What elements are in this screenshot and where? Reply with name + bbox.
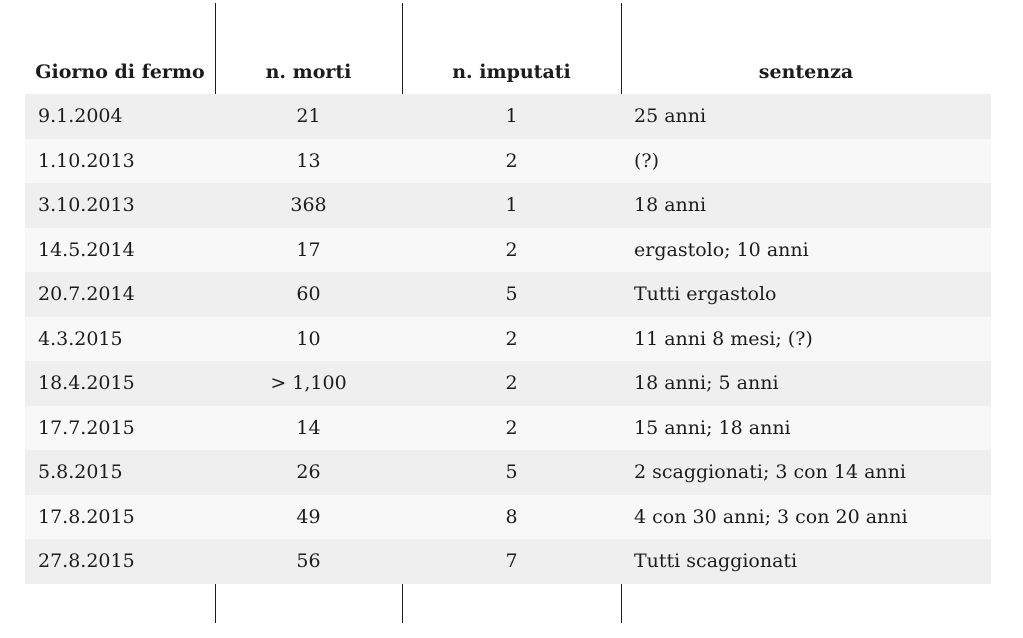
cell-n-imputati: 1	[505, 194, 518, 217]
cell-sentenza: 4 con 30 anni; 3 con 20 anni	[634, 505, 908, 528]
cell-n-imputati: 2	[505, 238, 518, 261]
cell-sentenza: 11 anni 8 mesi; (?)	[634, 327, 813, 350]
table-header-row: Giorno di fermo n. morti n. imputati sen…	[25, 50, 991, 94]
cell-giorno-di-fermo: 9.1.2004	[38, 105, 123, 128]
cell-n-morti: 368	[290, 194, 327, 217]
table-row: 17.7.2015 14 2 15 anni; 18 anni	[25, 405, 991, 450]
column-header-sentenza: sentenza	[758, 61, 854, 83]
cell-n-imputati: 5	[505, 283, 518, 306]
cell-sentenza: ergastolo; 10 anni	[634, 238, 809, 261]
cell-sentenza: Tutti ergastolo	[634, 283, 777, 306]
table-row: 1.10.2013 13 2 (?)	[25, 138, 991, 183]
cell-giorno-di-fermo: 27.8.2015	[38, 550, 135, 573]
cell-n-morti: > 1,100	[270, 372, 347, 395]
table-row: 3.10.2013 368 1 18 anni	[25, 183, 991, 228]
table-row: 9.1.2004 21 1 25 anni	[25, 94, 991, 139]
cell-n-morti: 17	[296, 238, 321, 261]
cell-n-morti: 10	[296, 327, 321, 350]
cell-n-imputati: 5	[505, 461, 518, 484]
cell-giorno-di-fermo: 17.8.2015	[38, 505, 135, 528]
cell-giorno-di-fermo: 17.7.2015	[38, 416, 135, 439]
cell-sentenza: Tutti scaggionati	[634, 550, 798, 573]
cell-n-morti: 49	[296, 505, 321, 528]
column-header-n-morti: n. morti	[265, 61, 352, 83]
table-row: 5.8.2015 26 5 2 scaggionati; 3 con 14 an…	[25, 450, 991, 495]
table-body: 9.1.2004 21 1 25 anni 1.10.2013 13 2 (?)…	[25, 94, 991, 584]
cell-n-imputati: 8	[505, 505, 518, 528]
cell-sentenza: 18 anni; 5 anni	[634, 372, 779, 395]
cell-n-morti: 56	[296, 550, 321, 573]
table-row: 17.8.2015 49 8 4 con 30 anni; 3 con 20 a…	[25, 494, 991, 539]
table-row: 27.8.2015 56 7 Tutti scaggionati	[25, 539, 991, 584]
cell-n-morti: 14	[296, 416, 321, 439]
cell-giorno-di-fermo: 20.7.2014	[38, 283, 135, 306]
cell-sentenza: 15 anni; 18 anni	[634, 416, 791, 439]
cell-n-morti: 13	[296, 149, 321, 172]
cell-sentenza: 18 anni	[634, 194, 707, 217]
cell-sentenza: (?)	[634, 149, 660, 172]
cell-n-morti: 21	[296, 105, 321, 128]
column-header-n-imputati: n. imputati	[452, 61, 571, 83]
cell-giorno-di-fermo: 5.8.2015	[38, 461, 123, 484]
cell-n-morti: 26	[296, 461, 321, 484]
cell-n-morti: 60	[296, 283, 321, 306]
cell-n-imputati: 1	[505, 105, 518, 128]
cell-sentenza: 25 anni	[634, 105, 707, 128]
table-row: 14.5.2014 17 2 ergastolo; 10 anni	[25, 227, 991, 272]
table-row: 18.4.2015 > 1,100 2 18 anni; 5 anni	[25, 361, 991, 406]
cell-giorno-di-fermo: 1.10.2013	[38, 149, 135, 172]
cell-sentenza: 2 scaggionati; 3 con 14 anni	[634, 461, 906, 484]
table-row: 4.3.2015 10 2 11 anni 8 mesi; (?)	[25, 316, 991, 361]
column-header-giorno-di-fermo: Giorno di fermo	[35, 61, 205, 83]
cell-giorno-di-fermo: 3.10.2013	[38, 194, 135, 217]
cell-giorno-di-fermo: 14.5.2014	[38, 238, 135, 261]
cell-n-imputati: 2	[505, 416, 518, 439]
cell-n-imputati: 2	[505, 327, 518, 350]
table-row: 20.7.2014 60 5 Tutti ergastolo	[25, 272, 991, 317]
cell-giorno-di-fermo: 18.4.2015	[38, 372, 135, 395]
cell-giorno-di-fermo: 4.3.2015	[38, 327, 123, 350]
cell-n-imputati: 2	[505, 149, 518, 172]
cell-n-imputati: 7	[505, 550, 518, 573]
cell-n-imputati: 2	[505, 372, 518, 395]
